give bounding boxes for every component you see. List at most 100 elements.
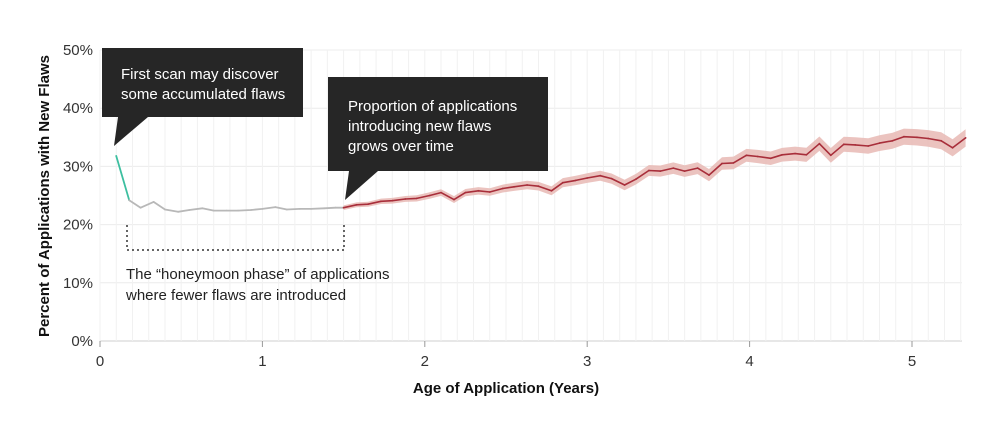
data-point	[927, 137, 930, 140]
data-point	[721, 162, 723, 165]
data-point	[951, 146, 954, 149]
data-point	[586, 177, 589, 179]
data-point	[477, 189, 480, 192]
data-point	[274, 206, 277, 209]
data-point	[428, 194, 431, 197]
data-point	[164, 208, 166, 211]
data-point	[781, 153, 783, 156]
data-point	[672, 167, 675, 170]
data-point	[367, 203, 369, 206]
data-point	[261, 208, 264, 210]
data-point	[623, 184, 626, 186]
y-tick-label: 20%	[63, 217, 93, 234]
y-tick-label: 30%	[63, 158, 93, 175]
data-point	[404, 198, 407, 200]
data-point	[212, 209, 215, 212]
honeymoon-note-line-2: where fewer flaws are introduced	[125, 287, 346, 304]
data-point	[488, 191, 491, 193]
callout-proportion-line-2: introducing new flaws	[348, 118, 491, 135]
data-point	[334, 206, 337, 209]
callout-first-scan: First scan may discover some accumulated…	[102, 48, 303, 146]
data-point	[128, 199, 131, 202]
data-point	[756, 155, 759, 158]
callout-first-scan-box	[102, 48, 303, 146]
data-point	[867, 145, 870, 147]
data-point	[225, 209, 228, 212]
data-point	[708, 174, 710, 177]
x-axis-title: Age of Application (Years)	[413, 380, 599, 397]
y-tick-label: 0%	[71, 333, 93, 350]
data-point	[878, 142, 881, 145]
data-point	[298, 208, 301, 210]
data-point	[659, 170, 662, 173]
data-point	[696, 167, 699, 170]
data-point	[237, 209, 239, 212]
data-point	[599, 174, 602, 177]
data-point	[794, 152, 796, 155]
data-point	[139, 206, 142, 209]
data-point	[854, 144, 857, 146]
data-point	[561, 181, 564, 184]
data-point	[964, 137, 967, 139]
data-point	[526, 184, 528, 186]
callout-proportion-line-3: grows over time	[348, 138, 454, 155]
data-point	[916, 136, 918, 139]
data-point	[745, 154, 748, 157]
data-point	[635, 178, 637, 181]
data-point	[415, 197, 418, 200]
callout-proportion-box	[328, 77, 548, 200]
data-point	[342, 206, 345, 209]
series-line-2	[343, 135, 967, 209]
callout-proportion: Proportion of applications introducing n…	[328, 77, 548, 200]
y-axis-ticks: 0% 10% 20% 30% 40% 50%	[63, 42, 93, 350]
data-point	[683, 170, 686, 173]
data-point	[574, 179, 577, 182]
data-point	[903, 135, 905, 138]
data-point	[250, 209, 252, 211]
x-tick-label: 0	[96, 353, 104, 370]
callout-first-scan-line-2: some accumulated flaws	[121, 86, 285, 103]
data-point	[380, 200, 382, 203]
data-point	[177, 210, 179, 213]
data-point	[842, 143, 845, 146]
y-tick-label: 40%	[63, 100, 93, 117]
data-point	[285, 208, 288, 211]
x-tick-label: 1	[258, 353, 266, 370]
honeymoon-note-line-1: The “honeymoon phase” of applications	[126, 266, 390, 283]
honeymoon-bracket	[126, 225, 345, 251]
data-point	[440, 191, 442, 194]
data-point	[829, 154, 832, 157]
data-point	[391, 199, 394, 202]
data-point	[537, 185, 540, 188]
data-point	[732, 162, 735, 164]
data-point	[818, 142, 821, 145]
x-axis-ticks: 0 1 2 3 4 5	[96, 341, 916, 370]
data-point	[610, 177, 613, 180]
data-point	[648, 169, 650, 172]
y-tick-label: 50%	[63, 42, 93, 59]
x-tick-label: 4	[745, 353, 753, 370]
data-point	[550, 189, 553, 192]
data-point	[464, 191, 467, 194]
data-point	[501, 187, 504, 190]
data-point	[453, 198, 455, 201]
data-point	[152, 201, 155, 203]
x-tick-label: 2	[421, 353, 429, 370]
data-point	[805, 153, 808, 156]
callout-first-scan-line-1: First scan may discover	[121, 66, 279, 83]
data-point	[188, 209, 191, 211]
data-point	[355, 203, 358, 206]
y-tick-label: 10%	[63, 275, 93, 292]
x-tick-label: 3	[583, 353, 591, 370]
callout-proportion-line-1: Proportion of applications	[348, 98, 517, 115]
data-point	[891, 139, 894, 142]
data-point	[115, 155, 118, 157]
data-point	[201, 207, 204, 210]
series-lines	[115, 135, 967, 213]
data-point	[940, 139, 943, 142]
honeymoon-note: The “honeymoon phase” of applications wh…	[125, 266, 390, 304]
series-line-0	[115, 155, 131, 201]
data-point	[310, 208, 312, 210]
data-point	[513, 185, 515, 188]
